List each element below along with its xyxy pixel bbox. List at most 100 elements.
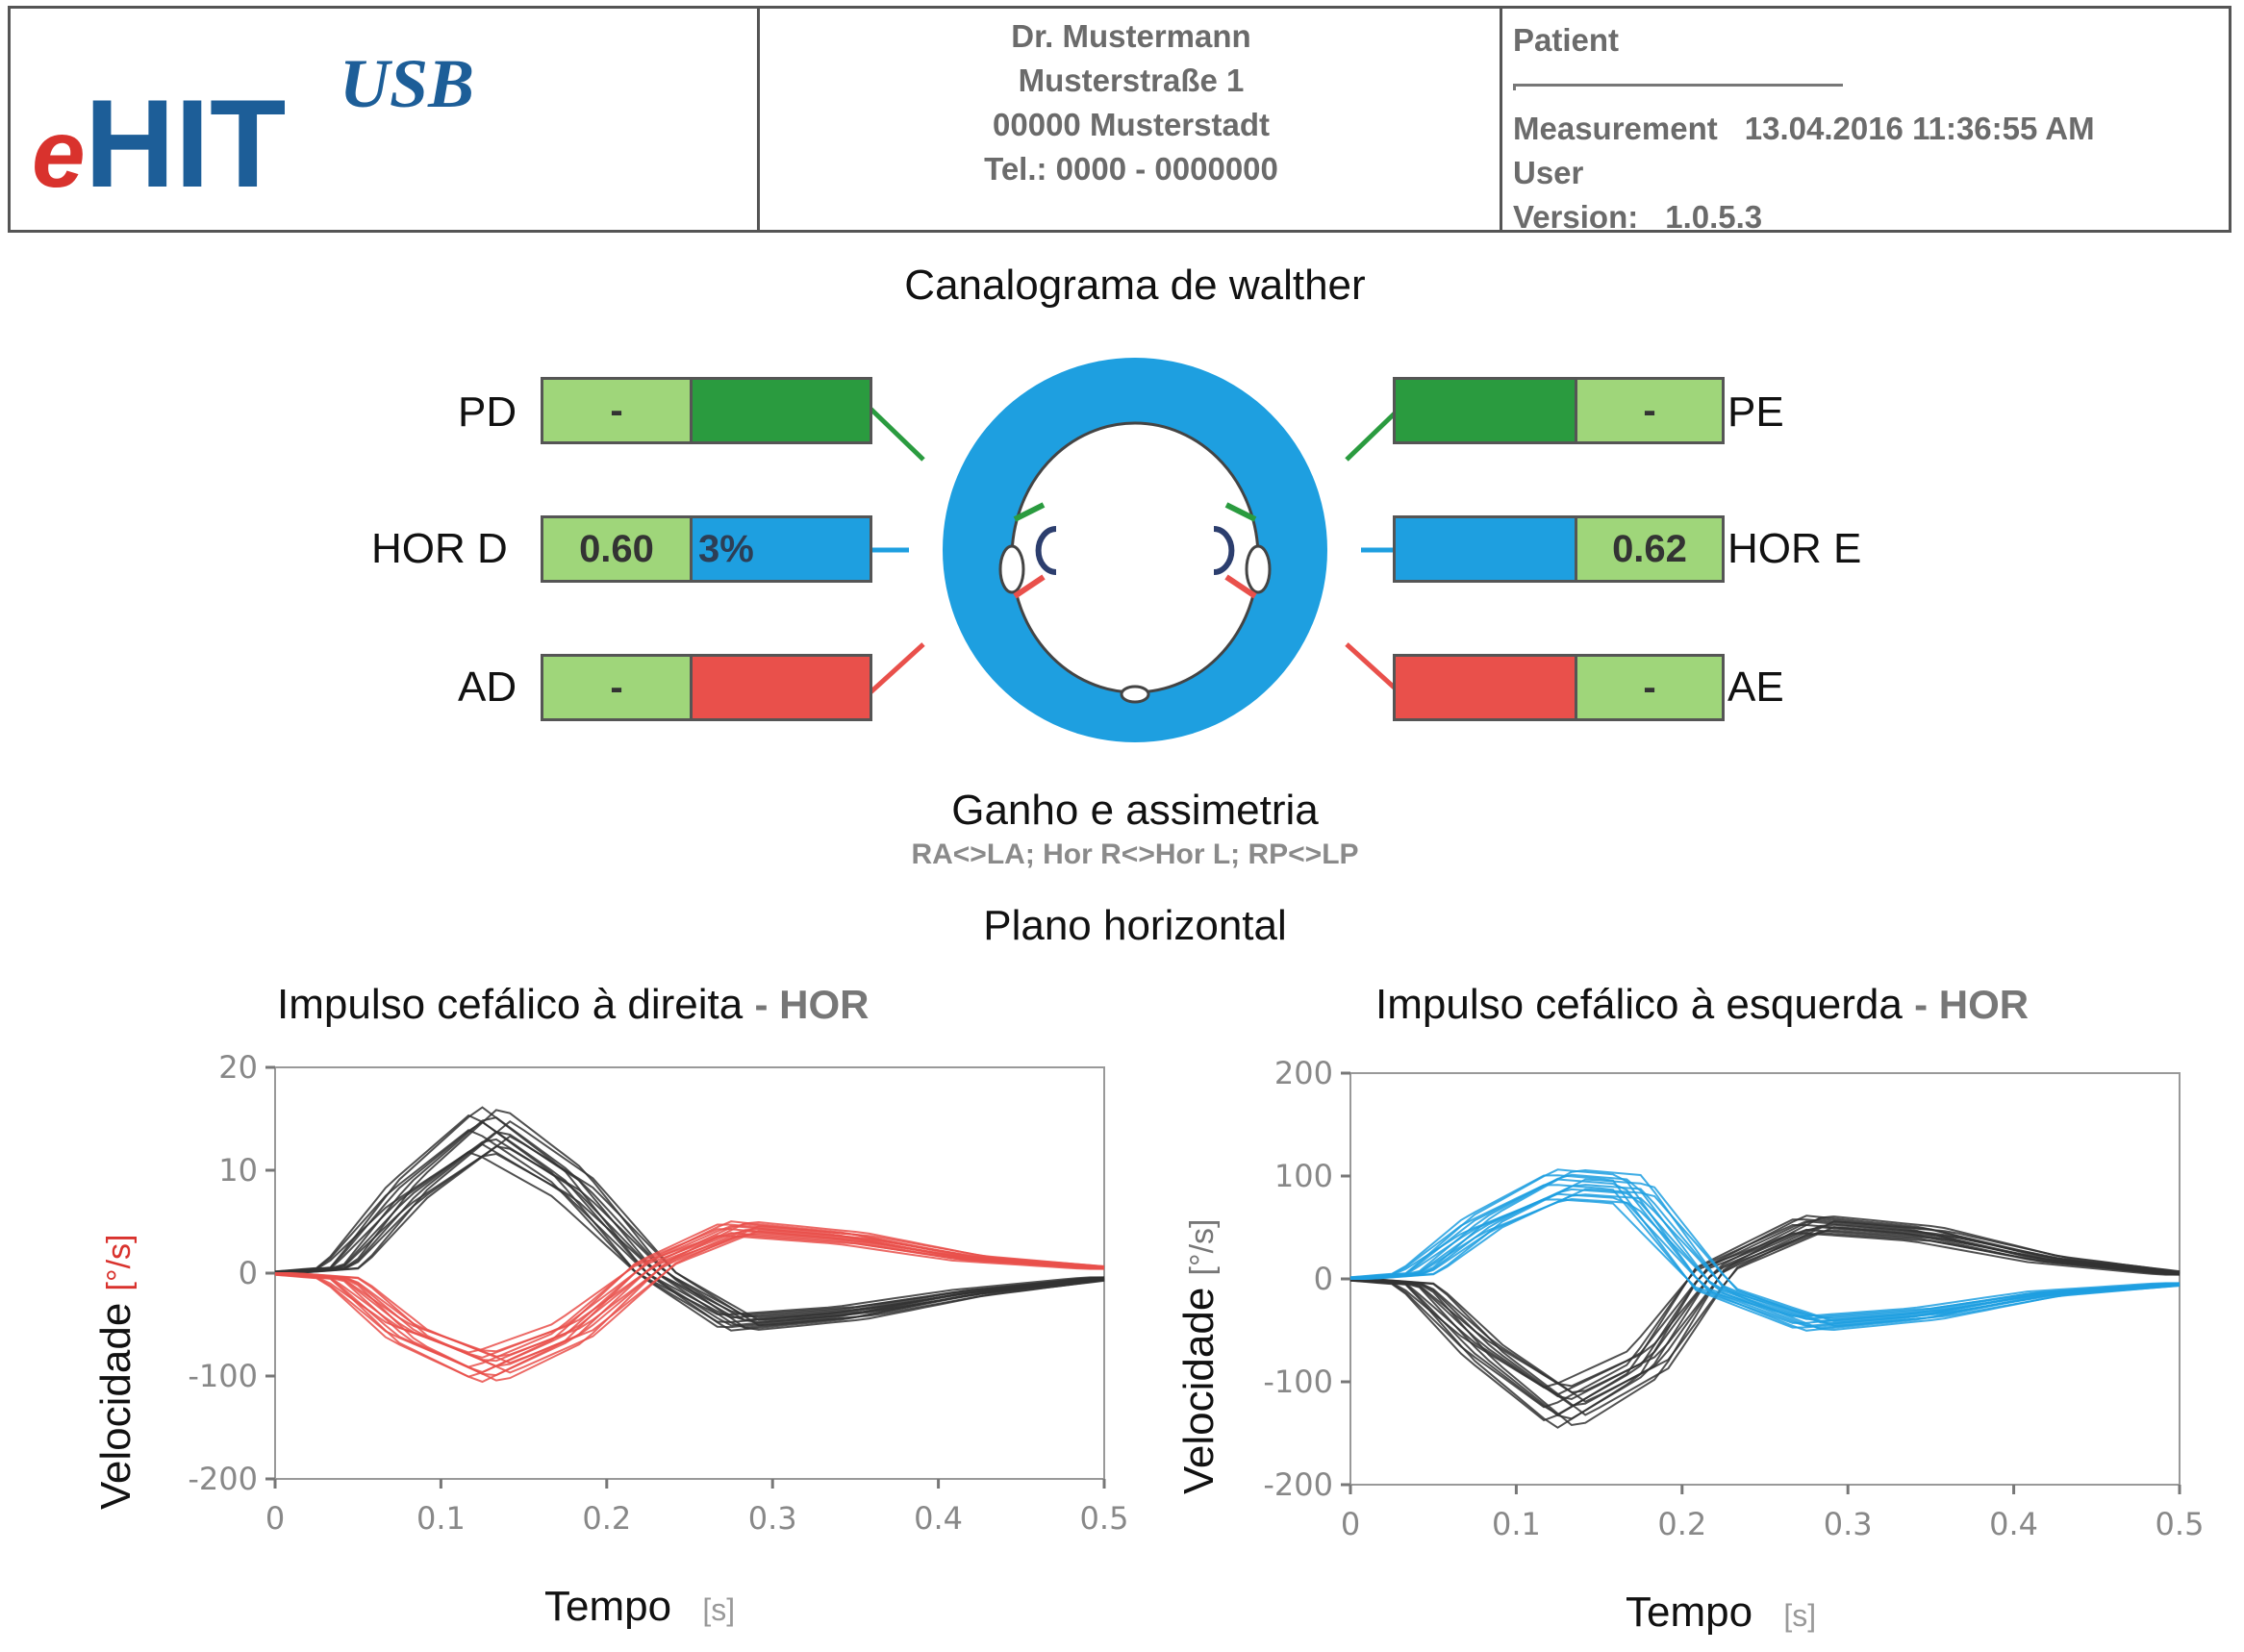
x-tick-label: 0.1 bbox=[416, 1500, 466, 1537]
label-pe: PE bbox=[1727, 388, 1784, 436]
label-pd: PD bbox=[458, 388, 517, 436]
asym-value bbox=[693, 380, 870, 441]
trace-line bbox=[274, 1222, 1105, 1377]
gain-value: 0.62 bbox=[1577, 518, 1722, 580]
semicircular-canals-left-icon bbox=[1013, 502, 1057, 599]
address-line: Musterstraße 1 bbox=[1018, 63, 1245, 98]
trace-line bbox=[1349, 1224, 2180, 1409]
gain-value: - bbox=[543, 380, 693, 441]
x-tick-label: 0.2 bbox=[1657, 1506, 1706, 1542]
trace-line bbox=[274, 1220, 1105, 1382]
chart-title-right: Impulso cefálico à direita - HOR bbox=[277, 981, 869, 1029]
y-tick-label: -100 bbox=[1263, 1364, 1333, 1400]
trace-line bbox=[1349, 1178, 2181, 1328]
label-ad: AD bbox=[458, 663, 517, 711]
canalogram-caption: Ganho e assimetria bbox=[951, 787, 1319, 834]
color-cell bbox=[1396, 518, 1577, 580]
trace-series bbox=[274, 1220, 1105, 1384]
trace-line bbox=[1349, 1220, 2181, 1416]
patient-label: Patient bbox=[1513, 22, 1620, 58]
xlabel-chart2: Tempo [s] bbox=[1626, 1589, 1816, 1637]
asym-value bbox=[693, 657, 870, 718]
y-tick-label: -200 bbox=[188, 1461, 258, 1497]
gain-value: - bbox=[1577, 380, 1722, 441]
label-hor-e: HOR E bbox=[1727, 525, 1862, 572]
xlabel-chart1: Tempo [s] bbox=[544, 1583, 735, 1631]
trace-line bbox=[1349, 1173, 2181, 1330]
trace-line bbox=[274, 1116, 1105, 1329]
version-value: 1.0.5.3 bbox=[1665, 199, 1763, 235]
x-tick-label: 0.4 bbox=[914, 1500, 963, 1537]
color-cell bbox=[1396, 380, 1577, 441]
canalogram-title: Canalograma de walther bbox=[904, 262, 1366, 309]
header-divider bbox=[1500, 9, 1502, 230]
ear-left-icon bbox=[998, 544, 1025, 594]
x-tick-label: 0.2 bbox=[582, 1500, 631, 1537]
gain-value: - bbox=[543, 657, 693, 718]
xunit-text: [s] bbox=[1783, 1598, 1817, 1633]
gain-box-pd: - bbox=[541, 377, 872, 444]
x-tick-label: 0.5 bbox=[2156, 1506, 2205, 1542]
nose-icon bbox=[1120, 685, 1150, 704]
x-tick-label: 0.3 bbox=[748, 1500, 797, 1537]
canalogram-caption-sub: RA<>LA; Hor R<>Hor L; RP<>LP bbox=[911, 839, 1359, 870]
label-hor-d: HOR D bbox=[371, 525, 508, 572]
x-tick-label: 0 bbox=[265, 1500, 285, 1537]
chart-title-text: Impulso cefálico à esquerda bbox=[1375, 981, 1903, 1028]
logo-superscript: USB bbox=[340, 47, 474, 122]
doctor-address: Dr. Mustermann Musterstraße 1 00000 Must… bbox=[761, 14, 1501, 191]
gain-box-ae: - bbox=[1393, 654, 1725, 721]
trace-line bbox=[1349, 1215, 2181, 1427]
report-header: e HIT USB Dr. Mustermann Musterstraße 1 … bbox=[8, 6, 2231, 235]
x-tick-label: 0 bbox=[1341, 1506, 1360, 1542]
label-ae: AE bbox=[1727, 663, 1784, 711]
y-tick-label: -200 bbox=[1263, 1466, 1333, 1503]
head-diagram bbox=[869, 358, 1401, 742]
xlabel-text: Tempo bbox=[544, 1583, 672, 1630]
trace-line bbox=[274, 1120, 1105, 1327]
ear-right-icon bbox=[1245, 544, 1272, 594]
gain-box-hor-e: 0.62 bbox=[1393, 515, 1725, 583]
address-line: Tel.: 0000 - 0000000 bbox=[984, 151, 1278, 187]
version-label: Version: bbox=[1513, 199, 1639, 235]
plot-frame bbox=[274, 1066, 1105, 1480]
patient-info: Patient Measurement 13.04.2016 11:36:55 A… bbox=[1513, 18, 2095, 239]
ylabel-text: Velocidade bbox=[1175, 1287, 1223, 1494]
chart-title-suffix: - HOR bbox=[754, 982, 870, 1027]
measurement-label: Measurement bbox=[1513, 111, 1718, 146]
trace-line bbox=[1349, 1184, 2180, 1324]
ehit-usb-logo: e HIT USB bbox=[32, 47, 474, 211]
yunit-text: [°/s] bbox=[1184, 1218, 1221, 1276]
chart-title-text: Impulso cefálico à direita bbox=[277, 981, 744, 1028]
xlabel-text: Tempo bbox=[1626, 1589, 1753, 1636]
color-cell bbox=[1396, 657, 1577, 718]
asym-value: 3% bbox=[693, 518, 870, 580]
address-line: 00000 Musterstadt bbox=[993, 107, 1270, 142]
y-tick-label: 100 bbox=[1274, 1158, 1333, 1194]
head-outline-icon bbox=[1010, 421, 1260, 694]
x-tick-label: 0.1 bbox=[1492, 1506, 1541, 1542]
trace-line bbox=[274, 1224, 1105, 1373]
user-label: User bbox=[1513, 155, 1584, 190]
x-tick-label: 0.4 bbox=[1989, 1506, 2038, 1542]
measurement-value: 13.04.2016 11:36:55 AM bbox=[1744, 111, 2095, 146]
semicircular-canals-right-icon bbox=[1213, 502, 1257, 599]
gain-box-pe: - bbox=[1393, 377, 1725, 444]
x-tick-label: 0.3 bbox=[1824, 1506, 1873, 1542]
chart-title-left: Impulso cefálico à esquerda - HOR bbox=[1375, 981, 2029, 1029]
y-tick-label: 10 bbox=[218, 1152, 258, 1189]
plot-frame bbox=[1349, 1072, 2181, 1486]
gain-box-ad: - bbox=[541, 654, 872, 721]
ylabel-text: Velocidade bbox=[92, 1302, 139, 1510]
gain-box-hor-d: 0.60 3% bbox=[541, 515, 872, 583]
trace-line bbox=[1349, 1168, 2181, 1332]
y-tick-label: -100 bbox=[188, 1358, 258, 1394]
x-tick-label: 0.5 bbox=[1080, 1500, 1129, 1537]
y-tick-label: 20 bbox=[218, 1049, 258, 1086]
address-line: Dr. Mustermann bbox=[1011, 18, 1251, 54]
trace-series bbox=[1349, 1168, 2181, 1332]
logo-letter: e bbox=[32, 100, 86, 208]
gain-value: - bbox=[1577, 657, 1722, 718]
